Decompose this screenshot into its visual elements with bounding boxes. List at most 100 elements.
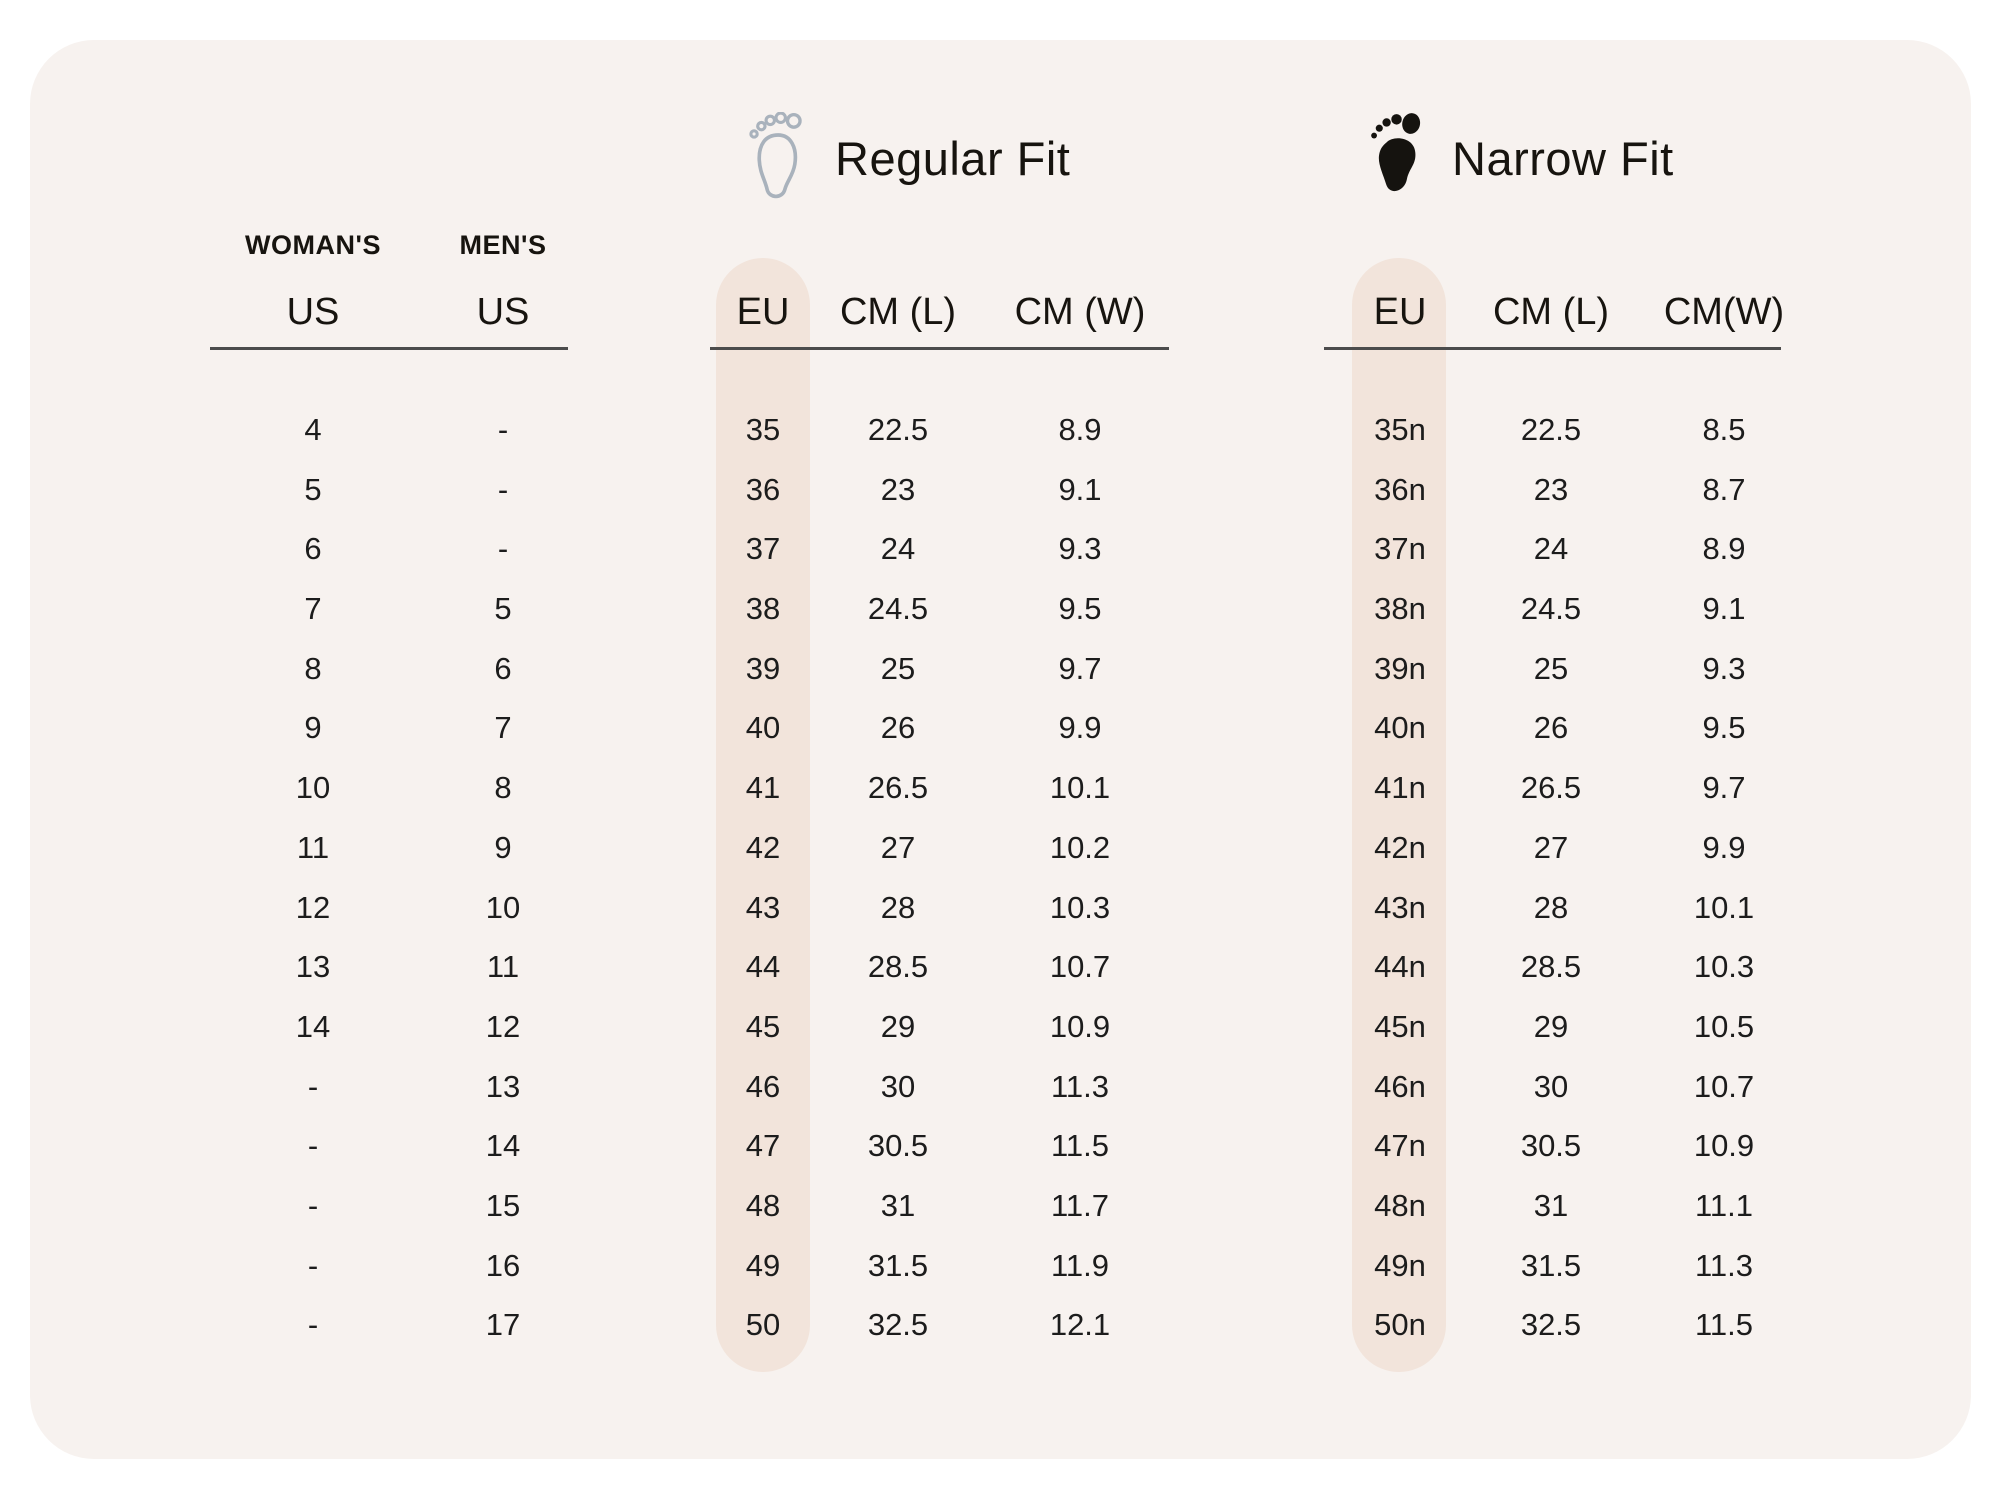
table-cell: 11.9 <box>1050 1247 1110 1283</box>
table-cell: 9.3 <box>1702 650 1746 686</box>
table-cell: 17 <box>485 1307 521 1343</box>
column-narrow-cm-w: 8.5 8.7 8.9 9.1 9.3 9.5 9.7 9.9 10.1 10.3 10.5 10.7… <box>1639 400 1809 1355</box>
table-cell: 28.5 <box>1520 949 1582 985</box>
table-cell: 38 <box>745 591 781 627</box>
table-cell: 24.5 <box>867 591 929 627</box>
footprint-solid-icon <box>1368 111 1424 205</box>
table-cell: 12.1 <box>1049 1307 1111 1343</box>
table-cell: 41n <box>1374 770 1426 806</box>
table-cell: 10.1 <box>1049 770 1111 806</box>
narrow-fit-header: Narrow Fit <box>1368 110 1674 206</box>
table-cell: 30 <box>880 1068 916 1104</box>
footprint-outline-icon <box>745 112 807 204</box>
table-cell: 11 <box>296 829 330 865</box>
table-cell: 27 <box>880 829 916 865</box>
table-cell: 36 <box>745 471 781 507</box>
table-cell: 44n <box>1374 949 1426 985</box>
table-cell: 6 <box>494 650 512 686</box>
table-cell: - <box>497 412 509 447</box>
table-cell: 9.3 <box>1058 531 1102 567</box>
table-cell: 9.7 <box>1058 650 1102 686</box>
table-cell: 48 <box>745 1187 781 1223</box>
narrow-cm-l-header: CM (L) <box>1492 291 1610 333</box>
table-cell: 10.9 <box>1693 1128 1755 1164</box>
table-cell: 26.5 <box>867 770 929 806</box>
table-cell: 40n <box>1374 710 1426 746</box>
table-cell: 5 <box>304 471 322 507</box>
table-cell: 10.7 <box>1693 1068 1755 1104</box>
column-mens-us: - - - 5 6 7 8 9 10 11 12 13 14 15 16 17 <box>418 400 588 1355</box>
mens-us-header: US <box>476 291 530 333</box>
column-regular-cm-l: 22.5 23 24 24.5 25 26 26.5 27 28 28.5 29 30 30.5 31 31… <box>813 400 983 1355</box>
table-cell: 10.9 <box>1049 1008 1111 1044</box>
table-cell: 10.5 <box>1693 1008 1755 1044</box>
table-cell: 15 <box>485 1187 521 1223</box>
table-cell: 40 <box>745 710 781 746</box>
table-cell: 10.3 <box>1049 889 1111 925</box>
table-cell: 47 <box>745 1128 781 1164</box>
table-cell: 26 <box>1533 710 1569 746</box>
table-cell: 28 <box>880 889 916 925</box>
size-chart-card <box>30 40 1971 1459</box>
column-narrow-cm-l: 22.5 23 24 24.5 25 26 26.5 27 28 28.5 29 30 30.5 31 31… <box>1466 400 1636 1355</box>
table-cell: 10 <box>485 889 521 925</box>
table-cell: 27 <box>1533 829 1569 865</box>
table-cell: 39 <box>745 650 781 686</box>
table-cell: 10.1 <box>1693 889 1755 925</box>
regular-fit-title: Regular Fit <box>835 131 1071 185</box>
table-cell: 8.9 <box>1058 412 1102 447</box>
mens-label: MEN'S <box>459 230 547 260</box>
table-cell: 49 <box>745 1247 781 1283</box>
table-cell: 35n <box>1374 412 1426 447</box>
table-cell: 23 <box>1533 471 1569 507</box>
table-cell: 12 <box>485 1008 521 1044</box>
table-cell: 11 <box>486 949 520 985</box>
table-cell: 24.5 <box>1520 591 1582 627</box>
table-cell: 23 <box>880 471 916 507</box>
table-cell: 22.5 <box>1520 412 1582 447</box>
table-cell: 9 <box>304 710 322 746</box>
table-cell: 9.7 <box>1702 770 1746 806</box>
table-cell: 11.7 <box>1050 1187 1110 1223</box>
table-cell: 39n <box>1374 650 1426 686</box>
table-cell: 8 <box>494 770 512 806</box>
table-cell: 30 <box>1533 1068 1569 1104</box>
table-cell: 30.5 <box>1520 1128 1582 1164</box>
table-cell: 47n <box>1374 1128 1426 1164</box>
table-cell: 6 <box>304 531 322 567</box>
regular-cm-l-header: CM (L) <box>839 291 957 333</box>
table-cell: - <box>497 531 509 567</box>
table-cell: 49n <box>1374 1247 1426 1283</box>
regular-fit-header: Regular Fit <box>745 110 1070 206</box>
table-cell: 36n <box>1374 471 1426 507</box>
narrow-cm-w-header: CM(W) <box>1663 291 1785 333</box>
table-cell: 9.5 <box>1058 591 1102 627</box>
table-cell: 9.1 <box>1702 591 1746 627</box>
table-cell: 22.5 <box>867 412 929 447</box>
table-cell: 42 <box>745 829 781 865</box>
table-cell: 45n <box>1374 1008 1426 1044</box>
table-cell: 10.7 <box>1049 949 1111 985</box>
column-narrow-eu: 35n 36n 37n 38n 39n 40n 41n 42n 43n 44n 45n 46n 47n 4… <box>1315 400 1485 1355</box>
table-cell: 13 <box>485 1068 521 1104</box>
table-cell: 31.5 <box>867 1247 929 1283</box>
table-cell: 43 <box>745 889 781 925</box>
table-cell: 5 <box>494 591 512 627</box>
table-cell: 12 <box>295 889 331 925</box>
table-cell: 45 <box>745 1008 781 1044</box>
table-cell: 14 <box>485 1128 521 1164</box>
table-cell: 38n <box>1374 591 1426 627</box>
table-cell: - <box>307 1187 319 1223</box>
table-cell: 37 <box>745 531 781 567</box>
table-cell: 25 <box>1533 650 1569 686</box>
column-regular-eu: 35 36 37 38 39 40 41 42 43 44 45 46 47 48 49 50 <box>678 400 848 1355</box>
table-cell: 26 <box>880 710 916 746</box>
table-cell: 7 <box>494 710 512 746</box>
table-cell: 43n <box>1374 889 1426 925</box>
regular-eu-column-highlight <box>716 258 810 1372</box>
table-cell: 26.5 <box>1520 770 1582 806</box>
womens-us-header: US <box>286 291 340 333</box>
table-cell: 50 <box>745 1307 781 1343</box>
table-cell: 10 <box>295 770 331 806</box>
table-cell: 9.1 <box>1058 471 1102 507</box>
